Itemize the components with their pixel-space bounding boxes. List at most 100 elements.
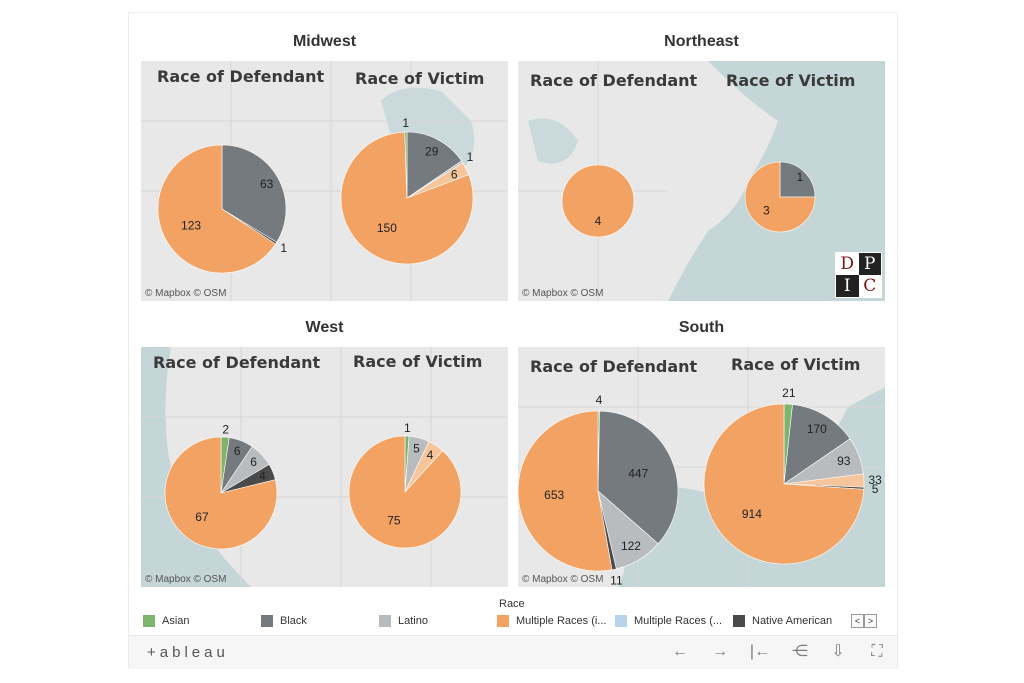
pie-slice[interactable] (518, 410, 613, 572)
region-title-south: South (678, 319, 725, 336)
pie-slice[interactable] (744, 161, 816, 233)
map-south[interactable]: 4 447 122 11 653 21 170 93 33 5 914 Race of Defend… (518, 347, 885, 587)
legend-label: Asian (162, 615, 190, 627)
pie-slice[interactable] (783, 404, 851, 485)
fullscreen-icon[interactable]: ⛶ (871, 643, 883, 660)
pie-slice[interactable] (404, 131, 408, 199)
pie-value-label: 1 (402, 116, 409, 130)
victim-label: Race of Victim (353, 352, 483, 371)
pie-value-label: 93 (837, 454, 851, 468)
pie-value-label: 6 (234, 444, 241, 458)
legend-item[interactable]: Black (261, 613, 379, 629)
pie-value-label: 2 (222, 422, 229, 436)
pie-value-label: 914 (742, 507, 762, 521)
pie-value-label: 21 (782, 386, 796, 400)
pie-value-label: 6 (250, 455, 257, 469)
pie-chart-area: 4 1 3 (561, 161, 816, 238)
share-icon[interactable]: ⋲ (792, 643, 808, 660)
pie-value-label: 170 (807, 422, 827, 436)
pie-value-label: 1 (796, 170, 803, 184)
pie-value-label: 4 (596, 393, 603, 407)
defendant-label: Race of Defendant (153, 353, 321, 372)
legend-item[interactable]: Multiple Races (... (615, 613, 733, 629)
logo-letter: I (836, 275, 859, 297)
redo-icon[interactable]: → (712, 643, 728, 660)
tableau-viz: Midwest 63 1 123 29 1 6 150 1 Race of Defendant… (128, 12, 898, 669)
pie-value-label: 75 (387, 514, 401, 528)
legend-label: Latino (398, 615, 428, 627)
legend-swatch (497, 615, 509, 627)
map-west[interactable]: 2 6 6 4 67 1 5 4 75 Race of Defendant Race of Vi… (141, 347, 508, 587)
pie-chart-area: 4 447 122 11 653 21 170 93 335 914 (518, 386, 882, 587)
download-icon[interactable]: ⇩ (831, 643, 845, 660)
pie-value-label: 5 (413, 442, 420, 456)
pie-value-label: 6 (451, 167, 458, 181)
defendant-label: Race of Defendant (530, 357, 698, 376)
logo-letter: D (836, 253, 859, 275)
legend-item[interactable]: Asian (143, 613, 261, 629)
pie-value-label: 122 (621, 539, 641, 553)
pie-slice[interactable] (340, 131, 474, 265)
victim-label: Race of Victim (726, 71, 856, 90)
map-credit[interactable]: © Mapbox © OSM (145, 288, 227, 299)
pie-slice[interactable] (164, 436, 278, 550)
map-midwest[interactable]: 63 1 123 29 1 6 150 1 Race of Defendant Race of… (141, 61, 508, 301)
victim-label: Race of Victim (731, 355, 861, 374)
pie-slice[interactable] (348, 435, 462, 549)
pie-value-label: 150 (377, 221, 397, 235)
pie-value-label: 4 (595, 214, 602, 228)
pie-value-label: 4 (259, 469, 266, 483)
legend-swatch (379, 615, 391, 627)
legend-label: Multiple Races (... (634, 615, 723, 627)
map-credit[interactable]: © Mapbox © OSM (522, 288, 604, 299)
pie-value-label: 447 (628, 466, 648, 480)
pie-slice[interactable] (406, 131, 463, 199)
map-northeast[interactable]: 4 1 3 Race of Defendant Race of Victim © M… (518, 61, 885, 301)
undo-icon[interactable]: ← (672, 643, 688, 660)
pie-value-label: 1 (404, 421, 411, 435)
pie-value-label: 4 (427, 448, 434, 462)
legend-swatch (733, 615, 745, 627)
pie-value-label: 33 (868, 473, 882, 487)
pie-value-label: 63 (260, 177, 274, 191)
pie-slice[interactable] (703, 403, 865, 565)
legend-item[interactable]: Native American (733, 613, 853, 629)
map-credit[interactable]: © Mapbox © OSM (145, 574, 227, 585)
legend-swatch (615, 615, 627, 627)
pie-slice[interactable] (597, 410, 679, 545)
legend-item[interactable]: Multiple Races (i... (497, 613, 615, 629)
pie-value-label: 1 (280, 241, 287, 255)
map-credit[interactable]: © Mapbox © OSM (522, 574, 604, 585)
legend-label: Multiple Races (i... (516, 615, 607, 627)
region-title-west: West (305, 319, 344, 336)
revert-icon[interactable]: |← (749, 643, 771, 660)
legend-label: Native American (752, 615, 833, 627)
pie-value-label: 123 (181, 219, 201, 233)
logo-letter: C (858, 275, 881, 297)
legend-nav: < > (851, 614, 877, 628)
pie-slice[interactable] (779, 161, 816, 198)
pie-value-label: 3 (763, 204, 770, 218)
region-title-northeast: Northeast (664, 33, 739, 50)
tableau-toolbar: +ableau ← → |← ⋲ ⇩ ⛶ (129, 635, 897, 669)
tableau-logo[interactable]: +ableau (147, 644, 229, 661)
pie-value-label: 11 (610, 573, 623, 587)
dpic-logo: D P I C (835, 252, 882, 298)
pie-slice[interactable] (157, 144, 276, 274)
legend-prev-button[interactable]: < (851, 614, 864, 628)
pie-value-label: 67 (195, 510, 209, 524)
pie-value-label: 5 (872, 482, 879, 496)
legend-swatch (261, 615, 273, 627)
region-title-midwest: Midwest (292, 33, 357, 50)
legend-item[interactable]: Latino (379, 613, 497, 629)
pie-slice[interactable] (561, 164, 635, 238)
victim-label: Race of Victim (355, 69, 485, 88)
pie-slice[interactable] (221, 144, 287, 243)
legend-title: Race (499, 598, 525, 610)
legend-swatch (143, 615, 155, 627)
pie-value-label: 1 (467, 150, 474, 164)
legend-next-button[interactable]: > (864, 614, 877, 628)
legend-label: Black (280, 615, 307, 627)
logo-letter: P (858, 253, 881, 275)
